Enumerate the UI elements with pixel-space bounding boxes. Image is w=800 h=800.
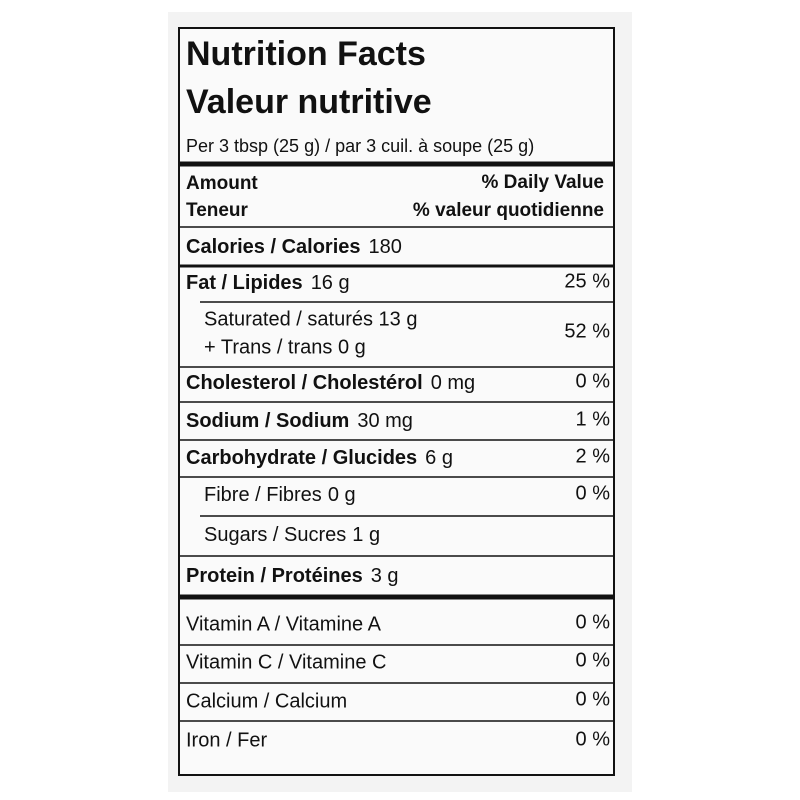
vitamin-a: Vitamin A / Vitamine A xyxy=(186,613,382,635)
vitamin-c: Vitamin C / Vitamine C xyxy=(186,651,386,673)
protein: Protein / Protéines 3 g xyxy=(186,565,399,587)
col-amount: Amount xyxy=(186,173,258,194)
calories: Calories / Calories 180 xyxy=(186,236,402,258)
cholesterol-dv: 0 % xyxy=(576,370,611,392)
fibre: Fibre / Fibres 0 g xyxy=(204,484,356,506)
carbohydrate-dv: 2 % xyxy=(576,445,611,467)
saturated-dv: 52 % xyxy=(564,320,610,342)
calcium: Calcium / Calcium xyxy=(186,690,347,712)
cholesterol: Cholesterol / Cholestérol 0 mg xyxy=(186,372,475,394)
saturated: Saturated / saturés 13 g xyxy=(204,308,417,330)
vitamin-a-dv: 0 % xyxy=(576,611,611,633)
col-dv: % Daily Value xyxy=(481,172,604,193)
iron: Iron / Fer xyxy=(186,729,267,751)
calcium-dv: 0 % xyxy=(576,688,611,710)
title: Nutrition Facts xyxy=(186,35,426,73)
sodium-dv: 1 % xyxy=(576,408,611,430)
sodium: Sodium / Sodium 30 mg xyxy=(186,410,413,432)
col-dv-fr: % valeur quotidienne xyxy=(413,200,604,221)
vitamin-c-dv: 0 % xyxy=(576,649,611,671)
fat-dv: 25 % xyxy=(564,270,610,292)
col-amount-fr: Teneur xyxy=(186,200,249,221)
fat: Fat / Lipides 16 g xyxy=(186,272,350,294)
title-fr: Valeur nutritive xyxy=(186,83,432,121)
trans: + Trans / trans 0 g xyxy=(204,336,366,358)
iron-dv: 0 % xyxy=(576,728,611,750)
carbohydrate: Carbohydrate / Glucides 6 g xyxy=(186,447,453,469)
sugars: Sugars / Sucres 1 g xyxy=(204,524,380,546)
serving: Per 3 tbsp (25 g) / par 3 cuil. à soupe … xyxy=(186,136,534,156)
fibre-dv: 0 % xyxy=(576,482,611,504)
